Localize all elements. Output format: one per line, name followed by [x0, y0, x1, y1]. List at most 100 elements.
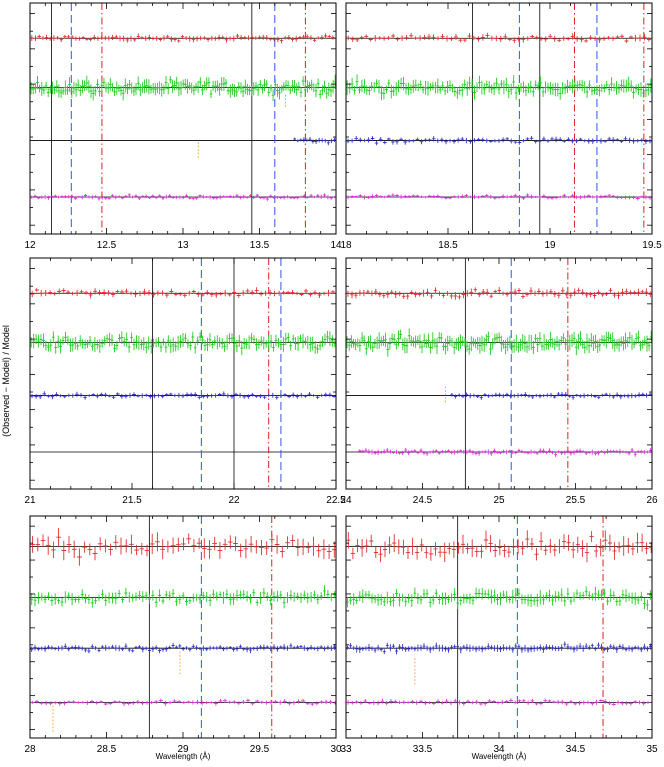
data-point: [333, 137, 336, 142]
data-point: [417, 292, 422, 297]
data-point: [507, 37, 512, 42]
data-point: [521, 699, 526, 703]
data-point: [262, 395, 267, 399]
data-point: [379, 450, 383, 454]
data-point: [265, 80, 269, 88]
x-tick-label: 28: [24, 744, 36, 755]
data-point: [248, 85, 251, 96]
data-point: [123, 78, 127, 93]
data-point: [158, 698, 163, 703]
x-tick-label: 33.5: [413, 744, 433, 755]
data-point: [276, 84, 279, 97]
data-point: [72, 82, 76, 95]
data-point: [137, 290, 142, 297]
data-point: [126, 701, 131, 706]
data-point: [195, 36, 199, 42]
data-point: [641, 392, 645, 397]
data-point: [200, 293, 205, 297]
data-point: [346, 138, 350, 144]
data-point: [440, 196, 444, 199]
data-point: [259, 540, 264, 556]
data-point: [53, 593, 57, 605]
data-point: [596, 339, 600, 353]
data-point: [480, 34, 485, 41]
data-point: [59, 339, 62, 354]
data-point: [388, 337, 392, 350]
data-point: [279, 339, 283, 350]
data-point: [584, 643, 588, 649]
data-point: [550, 136, 554, 142]
data-point: [479, 544, 484, 559]
data-point: [212, 536, 217, 551]
data-point: [501, 137, 505, 143]
data-point: [578, 394, 582, 398]
data-point: [440, 701, 445, 705]
data-point: [238, 644, 242, 649]
data-point: [361, 646, 365, 651]
data-point: [552, 543, 557, 557]
data-point: [529, 80, 533, 93]
data-point: [372, 82, 376, 93]
data-point: [358, 449, 362, 453]
data-point: [505, 449, 508, 455]
data-point: [346, 700, 351, 705]
data-point: [407, 139, 412, 143]
data-point: [404, 448, 408, 453]
data-point: [571, 79, 574, 94]
data-point: [321, 539, 327, 559]
data-point: [151, 83, 155, 93]
data-point: [378, 137, 383, 142]
data-point: [198, 594, 202, 604]
data-point: [560, 392, 564, 397]
data-point: [305, 138, 309, 142]
data-point: [191, 644, 195, 649]
data-point: [281, 290, 286, 295]
data-point: [516, 538, 521, 554]
data-point: [299, 138, 303, 142]
data-point: [43, 195, 47, 199]
data-point: [493, 333, 497, 345]
data-point: [586, 700, 590, 705]
data-point: [90, 195, 94, 200]
data-point: [137, 196, 141, 200]
data-point: [488, 535, 493, 553]
data-point: [602, 36, 607, 41]
data-point: [502, 80, 506, 95]
data-point: [566, 79, 569, 93]
data-point: [473, 85, 476, 100]
data-point: [69, 338, 72, 352]
series-3: [30, 391, 336, 400]
data-point: [299, 195, 303, 198]
data-point: [624, 647, 628, 652]
data-point: [76, 79, 80, 91]
data-point: [453, 86, 457, 97]
data-point: [637, 83, 640, 95]
data-point: [477, 645, 481, 651]
data-point: [278, 86, 281, 100]
data-point: [624, 450, 628, 454]
data-point: [574, 138, 579, 144]
data-point: [83, 80, 86, 91]
data-point: [630, 542, 635, 556]
data-point: [153, 83, 157, 96]
data-point: [47, 342, 50, 352]
data-point: [472, 138, 477, 143]
data-point: [151, 646, 155, 652]
data-point: [489, 194, 493, 199]
panel-plot-area: [30, 258, 336, 489]
data-point: [586, 393, 590, 397]
data-point: [301, 333, 305, 349]
data-point: [211, 340, 214, 349]
data-point: [484, 193, 489, 198]
data-point: [456, 597, 460, 609]
data-point: [649, 590, 652, 600]
data-point: [313, 340, 317, 354]
data-point: [530, 34, 535, 39]
data-point: [296, 699, 301, 704]
data-point: [459, 595, 463, 606]
data-point: [264, 541, 269, 555]
data-point: [134, 194, 138, 198]
data-point: [320, 35, 324, 40]
data-point: [112, 700, 117, 704]
data-point: [405, 292, 410, 300]
